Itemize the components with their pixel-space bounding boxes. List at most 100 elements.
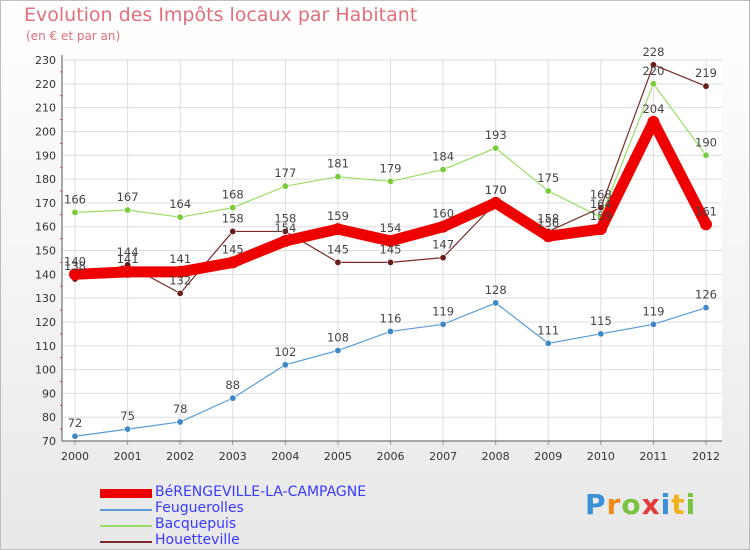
logo-letter: P	[585, 488, 607, 521]
data-point	[702, 304, 710, 312]
data-point	[647, 115, 660, 128]
data-label: 154	[380, 221, 402, 235]
data-label: 179	[380, 161, 402, 175]
data-label: 184	[432, 150, 454, 164]
legend-item-berengeville[interactable]: BéRENGEVILLE-LA-CAMPAGNE	[100, 484, 430, 502]
data-label: 108	[327, 331, 349, 345]
data-label: 102	[274, 345, 296, 359]
data-point	[334, 173, 342, 181]
data-point	[386, 258, 394, 266]
x-tick-label: 2009	[534, 450, 562, 463]
data-point	[439, 254, 447, 262]
data-label: 168	[222, 188, 244, 202]
legend-item-feuguerolles[interactable]: Feuguerolles	[100, 500, 430, 518]
data-point	[649, 320, 657, 328]
x-tick-label: 2000	[61, 450, 89, 463]
x-tick-label: 2012	[692, 450, 720, 463]
data-point	[124, 425, 132, 433]
data-point	[121, 265, 134, 278]
data-label: 141	[117, 252, 139, 266]
data-point	[384, 234, 397, 247]
legend-label-houetteville: Houetteville	[155, 532, 240, 548]
data-label: 219	[695, 66, 717, 80]
y-tick-label: 80	[42, 411, 56, 424]
x-tick-label: 2008	[482, 450, 510, 463]
data-label: 115	[590, 314, 612, 328]
data-label: 158	[222, 211, 244, 225]
data-point	[544, 339, 552, 347]
data-label: 156	[537, 216, 559, 230]
legend-label-feuguerolles: Feuguerolles	[155, 500, 244, 516]
y-tick-label: 180	[35, 173, 56, 186]
data-point	[492, 144, 500, 152]
data-point	[124, 206, 132, 214]
y-tick-label: 150	[35, 245, 56, 258]
x-tick-label: 2002	[166, 450, 194, 463]
data-point	[281, 182, 289, 190]
y-tick-label: 230	[35, 54, 56, 67]
data-point	[281, 361, 289, 369]
proxiti-logo: Proxiti	[585, 488, 696, 521]
y-tick-label: 120	[35, 316, 56, 329]
y-tick-label: 220	[35, 78, 56, 91]
data-label: 170	[485, 183, 507, 197]
legend-label-berengeville: BéRENGEVILLE-LA-CAMPAGNE	[155, 484, 367, 500]
y-tick-label: 100	[35, 364, 56, 377]
data-label: 220	[642, 64, 664, 78]
data-label: 168	[590, 188, 612, 202]
chart-subtitle: (en € et par an)	[26, 29, 121, 43]
data-label: 126	[695, 288, 717, 302]
y-tick-label: 160	[35, 221, 56, 234]
data-point	[69, 268, 81, 281]
legend-swatch-bacquepuis	[100, 525, 152, 527]
y-tick-label: 190	[35, 149, 56, 162]
data-point	[176, 289, 184, 297]
y-tick-label: 90	[42, 387, 56, 400]
data-label: 204	[642, 102, 664, 116]
y-tick-label: 200	[35, 125, 56, 138]
data-label: 158	[274, 211, 296, 225]
data-point	[279, 234, 292, 247]
logo-letter: i	[685, 488, 697, 521]
data-label: 167	[117, 190, 139, 204]
data-label: 159	[590, 209, 612, 223]
data-point	[702, 82, 710, 90]
data-point	[597, 204, 605, 212]
data-point	[334, 258, 342, 266]
legend-swatch-houetteville	[100, 541, 152, 543]
data-point	[597, 330, 605, 338]
x-tick-label: 2004	[271, 450, 299, 463]
data-point	[649, 80, 657, 88]
chart-legend: BéRENGEVILLE-LA-CAMPAGNE Feuguerolles Ba…	[100, 484, 430, 550]
data-point	[649, 61, 657, 69]
data-label: 177	[274, 166, 296, 180]
data-label: 175	[537, 171, 559, 185]
x-tick-label: 2005	[324, 450, 352, 463]
data-point	[594, 223, 607, 236]
x-tick-label: 2010	[587, 450, 615, 463]
x-tick-label: 2011	[639, 450, 667, 463]
data-point	[542, 230, 555, 243]
legend-item-bacquepuis[interactable]: Bacquepuis	[100, 516, 430, 534]
data-point	[226, 256, 239, 269]
data-point	[439, 166, 447, 174]
x-tick-label: 2001	[114, 450, 142, 463]
data-label: 159	[327, 209, 349, 223]
logo-letter: i	[660, 488, 672, 521]
data-label: 75	[120, 409, 135, 423]
data-label: 119	[432, 304, 454, 318]
data-point	[229, 394, 237, 402]
data-point	[71, 208, 79, 216]
legend-item-houetteville[interactable]: Houetteville	[100, 532, 430, 550]
logo-letter: x	[641, 488, 661, 521]
legend-label-bacquepuis: Bacquepuis	[155, 516, 237, 532]
data-point	[386, 177, 394, 185]
legend-swatch-feuguerolles	[100, 509, 152, 511]
data-point	[702, 151, 710, 159]
data-label: 147	[432, 238, 454, 252]
x-tick-label: 2007	[429, 450, 457, 463]
data-label: 166	[64, 192, 86, 206]
data-label: 138	[64, 259, 86, 273]
data-label: 141	[169, 252, 191, 266]
data-point	[71, 432, 79, 440]
